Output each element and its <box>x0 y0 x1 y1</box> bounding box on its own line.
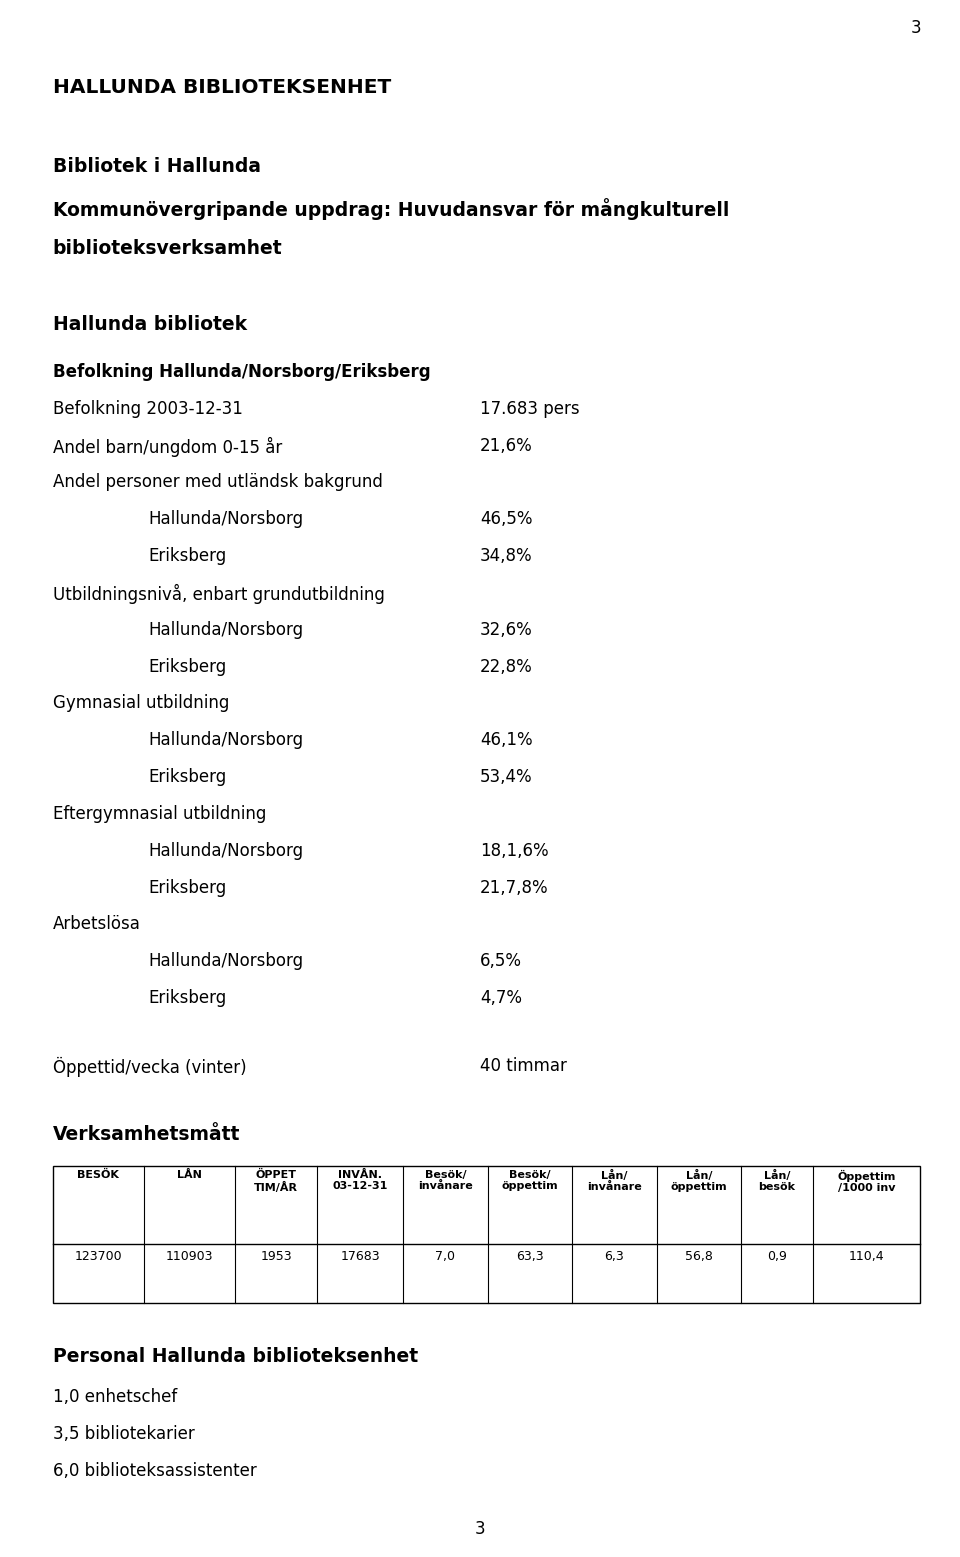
Text: Lån/
invånare: Lån/ invånare <box>587 1169 642 1193</box>
Text: 17.683 pers: 17.683 pers <box>480 400 580 417</box>
Text: Befolkning Hallunda/Norsborg/Eriksberg: Befolkning Hallunda/Norsborg/Eriksberg <box>53 363 430 381</box>
Text: Öppettim
/1000 inv: Öppettim /1000 inv <box>837 1169 896 1193</box>
Text: 53,4%: 53,4% <box>480 768 533 786</box>
Text: biblioteksverksamhet: biblioteksverksamhet <box>53 240 282 258</box>
Text: 1,0 enhetschef: 1,0 enhetschef <box>53 1389 177 1406</box>
Text: 7,0: 7,0 <box>436 1250 455 1263</box>
Text: 3,5 bibliotekarier: 3,5 bibliotekarier <box>53 1425 195 1443</box>
Text: 46,5%: 46,5% <box>480 511 533 528</box>
Text: Eriksberg: Eriksberg <box>149 768 228 786</box>
Bar <box>53 1166 920 1303</box>
Text: 21,7,8%: 21,7,8% <box>480 878 548 897</box>
Text: ÖPPET
TIM/ÅR: ÖPPET TIM/ÅR <box>254 1169 298 1193</box>
Text: 6,5%: 6,5% <box>480 953 522 970</box>
Text: 40 timmar: 40 timmar <box>480 1057 566 1074</box>
Text: 0,9: 0,9 <box>767 1250 787 1263</box>
Text: Andel barn/ungdom 0-15 år: Andel barn/ungdom 0-15 år <box>53 436 282 456</box>
Text: Öppettid/vecka (vinter): Öppettid/vecka (vinter) <box>53 1057 247 1077</box>
Text: 22,8%: 22,8% <box>480 657 533 676</box>
Text: Eriksberg: Eriksberg <box>149 989 228 1007</box>
Text: 34,8%: 34,8% <box>480 547 533 565</box>
Text: 110903: 110903 <box>166 1250 213 1263</box>
Text: Eriksberg: Eriksberg <box>149 547 228 565</box>
Text: 21,6%: 21,6% <box>480 436 533 455</box>
Text: Hallunda bibliotek: Hallunda bibliotek <box>53 315 247 335</box>
Text: Besök/
invånare: Besök/ invånare <box>418 1169 473 1191</box>
Text: Verksamhetsmått: Verksamhetsmått <box>53 1126 240 1144</box>
Text: Lån/
öppettim: Lån/ öppettim <box>671 1169 727 1193</box>
Text: Arbetslösa: Arbetslösa <box>53 916 141 933</box>
Text: 6,3: 6,3 <box>605 1250 624 1263</box>
Text: 3: 3 <box>474 1520 486 1538</box>
Text: 1953: 1953 <box>260 1250 292 1263</box>
Text: Bibliotek i Hallunda: Bibliotek i Hallunda <box>53 157 261 176</box>
Text: Andel personer med utländsk bakgrund: Andel personer med utländsk bakgrund <box>53 473 383 492</box>
Text: Befolkning 2003-12-31: Befolkning 2003-12-31 <box>53 400 243 417</box>
Text: Personal Hallunda biblioteksenhet: Personal Hallunda biblioteksenhet <box>53 1347 418 1365</box>
Text: Utbildningsnivå, enbart grundutbildning: Utbildningsnivå, enbart grundutbildning <box>53 584 385 604</box>
Text: 4,7%: 4,7% <box>480 989 522 1007</box>
Text: Eriksberg: Eriksberg <box>149 878 228 897</box>
Text: Eriksberg: Eriksberg <box>149 657 228 676</box>
Text: BESÖK: BESÖK <box>78 1169 119 1180</box>
Text: Hallunda/Norsborg: Hallunda/Norsborg <box>149 953 304 970</box>
Text: 18,1,6%: 18,1,6% <box>480 842 548 859</box>
Text: Eftergymnasial utbildning: Eftergymnasial utbildning <box>53 805 266 822</box>
Text: Lån/
besök: Lån/ besök <box>758 1169 796 1193</box>
Text: 46,1%: 46,1% <box>480 732 533 749</box>
Text: 6,0 biblioteksassistenter: 6,0 biblioteksassistenter <box>53 1462 256 1481</box>
Text: 56,8: 56,8 <box>684 1250 713 1263</box>
Text: Hallunda/Norsborg: Hallunda/Norsborg <box>149 511 304 528</box>
Text: Hallunda/Norsborg: Hallunda/Norsborg <box>149 621 304 638</box>
Text: Hallunda/Norsborg: Hallunda/Norsborg <box>149 732 304 749</box>
Text: INVÅN.
03-12-31: INVÅN. 03-12-31 <box>332 1169 388 1191</box>
Text: Gymnasial utbildning: Gymnasial utbildning <box>53 694 229 713</box>
Text: Besök/
öppettim: Besök/ öppettim <box>502 1169 558 1191</box>
Text: Kommunövergripande uppdrag: Huvudansvar för mångkulturell: Kommunövergripande uppdrag: Huvudansvar … <box>53 198 730 220</box>
Text: 3: 3 <box>911 19 922 37</box>
Text: Hallunda/Norsborg: Hallunda/Norsborg <box>149 842 304 859</box>
Text: 63,3: 63,3 <box>516 1250 543 1263</box>
Text: 32,6%: 32,6% <box>480 621 533 638</box>
Text: 110,4: 110,4 <box>849 1250 884 1263</box>
Text: 123700: 123700 <box>75 1250 122 1263</box>
Text: LÅN: LÅN <box>178 1169 202 1180</box>
Text: HALLUNDA BIBLIOTEKSENHET: HALLUNDA BIBLIOTEKSENHET <box>53 78 391 97</box>
Text: 17683: 17683 <box>340 1250 380 1263</box>
